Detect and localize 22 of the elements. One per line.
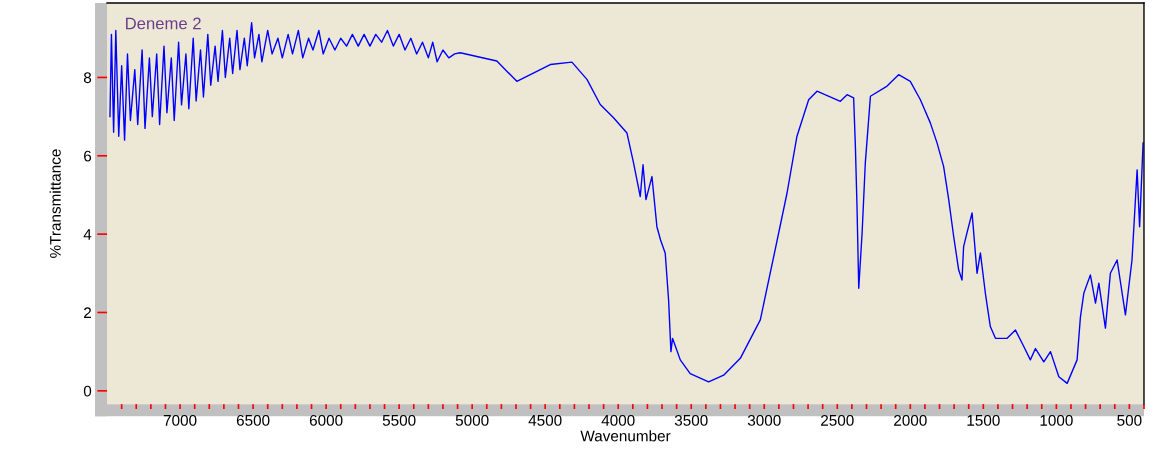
y-tick-label: 6 <box>84 150 92 162</box>
y-tick-label: 8 <box>83 72 92 84</box>
x-axis-title: Wavenumber <box>580 430 671 442</box>
x-tick-label: 2500 <box>821 414 854 426</box>
x-tick-label: 4000 <box>601 414 635 426</box>
text: Deneme 2 <box>126 17 201 30</box>
x-tick-label: 1500 <box>967 414 1000 426</box>
y-axis-title: %Transmittance <box>49 149 61 258</box>
x-tick-label: 500 <box>1117 414 1142 426</box>
x-tick-label: 6000 <box>309 414 343 426</box>
x-tick-label: 1000 <box>1040 414 1073 426</box>
x-tick-label: 3500 <box>674 414 708 426</box>
x-tick-label: 6500 <box>236 414 270 426</box>
x-tick-label: 3000 <box>747 414 781 426</box>
x-tick-label: 2000 <box>894 414 927 426</box>
x-tick-label: 4500 <box>528 414 562 426</box>
y-tick-label: 2 <box>84 307 91 319</box>
x-tick-label: 5000 <box>455 414 489 426</box>
y-tick-label: 0 <box>83 385 92 397</box>
x-tick-label: 7000 <box>163 414 197 426</box>
x-tick-label: 5500 <box>382 414 416 426</box>
y-tick-label: 4 <box>83 229 92 240</box>
